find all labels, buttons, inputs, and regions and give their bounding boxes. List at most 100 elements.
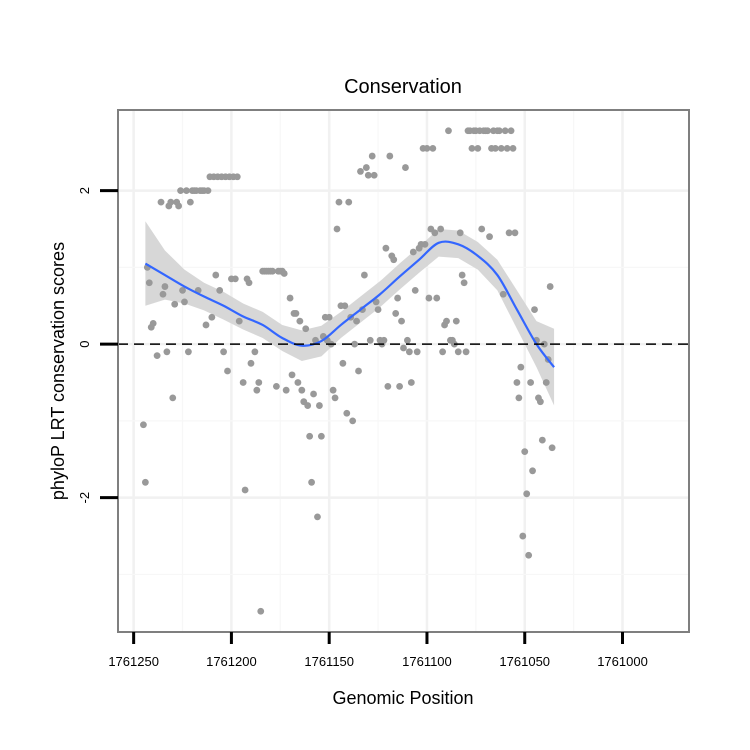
data-point	[362, 164, 370, 171]
data-point	[280, 270, 288, 277]
data-point	[304, 402, 312, 409]
data-point	[306, 432, 314, 440]
data-point	[484, 127, 491, 135]
data-point	[233, 173, 241, 181]
data-point	[325, 313, 333, 321]
data-point	[247, 359, 255, 367]
data-point	[413, 348, 421, 356]
data-point	[529, 467, 536, 475]
chart-title: Conservation	[344, 76, 462, 98]
data-point	[382, 244, 390, 252]
data-point	[462, 348, 470, 356]
data-point	[443, 317, 450, 325]
data-point	[372, 298, 380, 306]
data-point	[335, 198, 343, 206]
data-point	[220, 348, 227, 356]
data-point	[364, 171, 372, 179]
data-point	[546, 283, 554, 290]
data-point	[421, 240, 429, 248]
data-point	[548, 444, 556, 452]
data-point	[523, 490, 531, 498]
data-point	[157, 198, 165, 206]
data-point	[392, 310, 400, 317]
data-point	[282, 386, 290, 394]
data-point	[527, 379, 535, 386]
data-point	[351, 340, 359, 348]
data-point	[486, 233, 493, 241]
data-point	[458, 271, 466, 279]
data-point	[368, 152, 376, 160]
smooth-line	[144, 240, 555, 368]
data-point	[216, 286, 224, 294]
data-point	[153, 352, 161, 360]
data-point	[253, 386, 261, 394]
data-point	[454, 348, 462, 356]
data-point	[169, 394, 177, 402]
data-point	[145, 279, 153, 287]
data-point	[292, 310, 300, 317]
x-tick-label: 1761200	[206, 654, 257, 669]
data-point	[241, 486, 249, 494]
smooth-curve	[144, 240, 555, 368]
data-point	[517, 363, 525, 371]
data-point	[208, 313, 216, 321]
data-point	[507, 127, 515, 135]
data-point	[296, 317, 304, 325]
data-point	[329, 386, 337, 394]
data-point	[370, 171, 378, 179]
data-point	[349, 417, 357, 425]
scatter-points	[140, 127, 556, 615]
data-point	[212, 271, 220, 279]
data-point	[474, 144, 482, 152]
confidence-ribbon	[145, 221, 555, 406]
data-point	[331, 394, 339, 402]
x-axis: 1761250 1761200 1761150 1761100 1761050 17610…	[108, 632, 648, 669]
data-point	[460, 279, 468, 287]
data-point	[333, 225, 341, 233]
data-point	[519, 532, 527, 540]
data-point	[452, 317, 460, 325]
data-point	[341, 302, 349, 310]
data-point	[423, 144, 431, 152]
data-point	[521, 448, 529, 456]
y-tick-label: -2	[77, 492, 92, 504]
data-point	[202, 321, 210, 329]
data-point	[235, 317, 243, 325]
data-point	[141, 478, 149, 486]
y-tick-label: 2	[77, 187, 92, 194]
data-point	[269, 267, 276, 275]
x-tick-label: 1761000	[597, 654, 648, 669]
data-point	[503, 144, 511, 152]
data-point	[404, 336, 411, 344]
data-point	[345, 198, 353, 206]
data-point	[177, 187, 184, 195]
data-point	[515, 394, 523, 402]
data-point	[167, 198, 175, 206]
data-point	[501, 127, 509, 135]
data-point	[343, 409, 351, 417]
data-point	[380, 336, 388, 344]
data-point	[316, 402, 323, 409]
data-point	[513, 379, 521, 386]
data-point	[310, 390, 317, 398]
data-point	[431, 229, 439, 237]
data-point	[456, 229, 464, 237]
data-point	[204, 187, 212, 195]
data-point	[540, 340, 548, 348]
data-point	[509, 144, 517, 152]
data-point	[445, 127, 452, 135]
data-point	[411, 286, 419, 294]
data-point	[538, 436, 546, 444]
data-point	[396, 382, 403, 390]
data-point	[505, 229, 513, 237]
data-point	[437, 225, 445, 233]
data-point	[366, 336, 374, 344]
x-axis-title: Genomic Position	[332, 688, 473, 708]
x-tick-label: 1761050	[499, 654, 550, 669]
data-point	[531, 306, 538, 313]
data-point	[409, 248, 417, 256]
data-point	[239, 379, 247, 386]
data-point	[402, 164, 409, 171]
data-point	[159, 290, 167, 298]
